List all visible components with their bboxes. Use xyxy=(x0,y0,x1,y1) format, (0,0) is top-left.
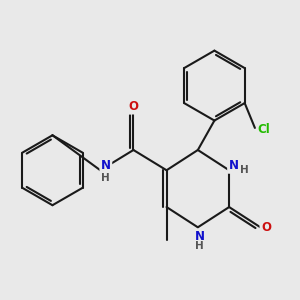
Text: H: H xyxy=(240,165,249,175)
Text: N: N xyxy=(101,159,111,172)
Text: Cl: Cl xyxy=(258,123,271,136)
Text: H: H xyxy=(195,242,204,251)
Text: N: N xyxy=(229,159,238,172)
Text: O: O xyxy=(261,221,271,234)
Text: O: O xyxy=(128,100,138,113)
Text: N: N xyxy=(195,230,205,243)
Text: H: H xyxy=(101,172,110,183)
